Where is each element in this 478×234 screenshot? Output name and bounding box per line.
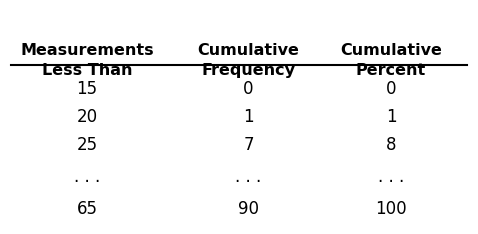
Text: . . .: . . . <box>236 168 261 186</box>
Text: . . .: . . . <box>74 168 100 186</box>
Text: 65: 65 <box>76 201 98 219</box>
Text: 1: 1 <box>386 108 396 126</box>
Text: Measurements
Less Than: Measurements Less Than <box>20 43 154 78</box>
Text: 1: 1 <box>243 108 254 126</box>
Text: 20: 20 <box>76 108 98 126</box>
Text: 7: 7 <box>243 136 254 154</box>
Text: 15: 15 <box>76 80 98 98</box>
Text: 0: 0 <box>243 80 254 98</box>
Text: 25: 25 <box>76 136 98 154</box>
Text: 100: 100 <box>375 201 407 219</box>
Text: . . .: . . . <box>378 168 404 186</box>
Text: Cumulative
Percent: Cumulative Percent <box>340 43 442 78</box>
Text: 0: 0 <box>386 80 396 98</box>
Text: 90: 90 <box>238 201 259 219</box>
Text: 8: 8 <box>386 136 396 154</box>
Text: Cumulative
Frequency: Cumulative Frequency <box>197 43 300 78</box>
